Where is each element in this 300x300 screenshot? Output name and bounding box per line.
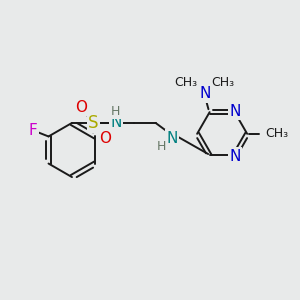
Text: CH₃: CH₃ xyxy=(175,76,198,88)
Text: O: O xyxy=(100,131,112,146)
Text: N: N xyxy=(230,148,241,164)
Text: H: H xyxy=(157,140,166,153)
Text: CH₃: CH₃ xyxy=(211,76,234,88)
Text: CH₃: CH₃ xyxy=(266,127,289,140)
Text: O: O xyxy=(75,100,87,115)
Text: N: N xyxy=(200,86,211,101)
Text: N: N xyxy=(166,131,178,146)
Text: H: H xyxy=(112,116,122,129)
Text: N: N xyxy=(230,104,241,119)
Text: N: N xyxy=(110,116,122,130)
Text: S: S xyxy=(88,114,98,132)
Text: H: H xyxy=(111,105,121,118)
Text: F: F xyxy=(28,123,37,138)
